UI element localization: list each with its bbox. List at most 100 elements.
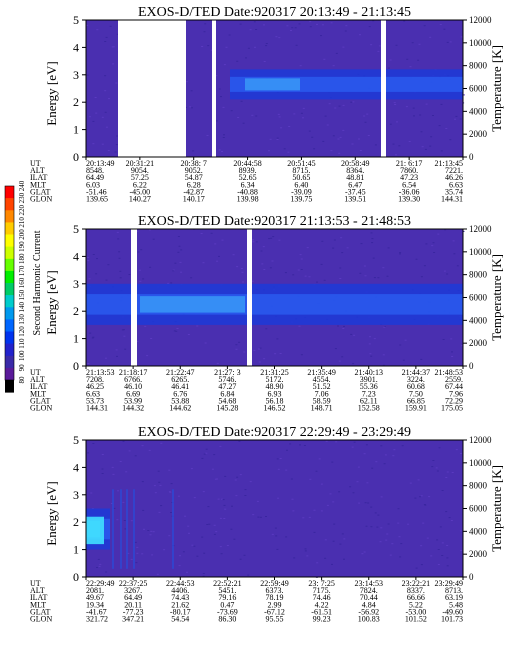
texture xyxy=(358,138,360,140)
texture xyxy=(353,441,356,443)
texture xyxy=(438,447,441,449)
orbit-value: 3224. xyxy=(407,375,425,384)
texture xyxy=(278,239,281,241)
texture xyxy=(201,536,204,538)
y2-tick-label: 6000 xyxy=(469,504,488,514)
texture xyxy=(366,113,369,115)
texture xyxy=(240,100,243,102)
texture xyxy=(154,492,157,494)
orbit-value: 21:48:53 xyxy=(435,368,463,377)
texture xyxy=(308,516,311,518)
texture xyxy=(291,27,294,29)
texture xyxy=(459,530,462,532)
orbit-value: 49.67 xyxy=(86,593,104,602)
texture xyxy=(271,260,274,262)
streak xyxy=(120,489,122,569)
texture xyxy=(191,107,193,109)
texture xyxy=(269,138,272,140)
texture xyxy=(316,23,318,25)
orbit-value: 22:37:25 xyxy=(119,579,147,588)
texture xyxy=(88,116,91,118)
texture xyxy=(86,24,89,26)
texture xyxy=(449,139,452,141)
texture xyxy=(384,454,387,456)
texture xyxy=(175,330,178,332)
texture xyxy=(105,571,108,573)
texture xyxy=(432,460,435,461)
orbit-value: 9052. xyxy=(185,166,203,175)
orbit-value: 74.46 xyxy=(313,593,331,602)
texture xyxy=(454,118,457,120)
texture xyxy=(219,546,222,548)
orbit-value: 35.74 xyxy=(445,187,463,196)
texture xyxy=(341,252,344,254)
orbit-value: 7.50 xyxy=(409,389,423,398)
orbit-value: 23:29:49 xyxy=(435,579,463,588)
orbit-value: 6.28 xyxy=(187,180,201,189)
texture xyxy=(221,151,223,152)
texture xyxy=(217,498,220,500)
texture xyxy=(448,517,451,519)
texture xyxy=(407,523,410,525)
orbit-value: 7860. xyxy=(400,166,418,175)
texture xyxy=(156,573,159,575)
orbit-value: 23:14:53 xyxy=(355,579,383,588)
texture xyxy=(359,34,361,36)
orbit-value: 46.26 xyxy=(445,173,463,182)
texture xyxy=(179,261,182,263)
texture xyxy=(456,265,459,267)
chart-title: EXOS-D/TED Date:920317 22:29:49 - 23:29:… xyxy=(138,425,411,440)
texture xyxy=(334,348,337,350)
y-tick-label: 3 xyxy=(73,68,79,82)
orbit-row-label: ILAT xyxy=(30,173,47,182)
texture xyxy=(374,144,377,146)
orbit-value: 20:31:21 xyxy=(126,159,154,168)
y2-tick-label: 2000 xyxy=(469,129,488,139)
y2-tick-label: 4000 xyxy=(469,106,488,116)
y-tick-label: 0 xyxy=(73,570,79,584)
y2-axis-label: Temperature [K] xyxy=(489,465,504,552)
texture xyxy=(262,246,265,248)
orbit-value: 139.65 xyxy=(86,195,108,204)
colorbar-swatch xyxy=(5,234,14,248)
texture xyxy=(202,575,205,577)
texture xyxy=(402,359,405,361)
colorbar-tick-label: 170 xyxy=(18,265,26,276)
orbit-value: 8364. xyxy=(346,166,364,175)
texture xyxy=(223,504,226,506)
texture xyxy=(160,505,163,507)
colorbar-tick-label: 180 xyxy=(18,253,26,264)
texture xyxy=(265,516,267,517)
texture xyxy=(399,556,402,558)
y2-tick-label: 10000 xyxy=(469,458,492,468)
texture xyxy=(223,64,226,66)
y-tick-label: 2 xyxy=(73,95,79,109)
texture xyxy=(239,558,242,560)
texture xyxy=(124,348,127,350)
texture xyxy=(185,106,188,108)
texture xyxy=(245,57,247,59)
texture xyxy=(304,550,307,552)
texture xyxy=(144,325,147,327)
texture xyxy=(415,258,418,260)
orbit-value: 74.43 xyxy=(171,593,189,602)
texture xyxy=(259,516,262,518)
texture xyxy=(219,517,222,519)
orbit-value: 101.73 xyxy=(441,615,463,624)
orbit-value: 46.41 xyxy=(171,382,189,391)
texture xyxy=(368,26,371,28)
orbit-value: 21:13:45 xyxy=(435,159,463,168)
orbit-value: 21:31:25 xyxy=(260,368,288,377)
texture xyxy=(224,475,227,477)
texture xyxy=(443,28,446,30)
texture xyxy=(399,252,402,254)
texture xyxy=(380,496,383,498)
orbit-value: 95.55 xyxy=(266,615,284,624)
texture xyxy=(91,337,94,339)
orbit-row-label: GLON xyxy=(30,615,52,624)
texture xyxy=(324,115,327,117)
orbit-value: 64.49 xyxy=(124,593,142,602)
orbit-value: -45.00 xyxy=(130,187,151,196)
colorbar-swatch xyxy=(5,198,14,211)
texture xyxy=(90,492,93,494)
